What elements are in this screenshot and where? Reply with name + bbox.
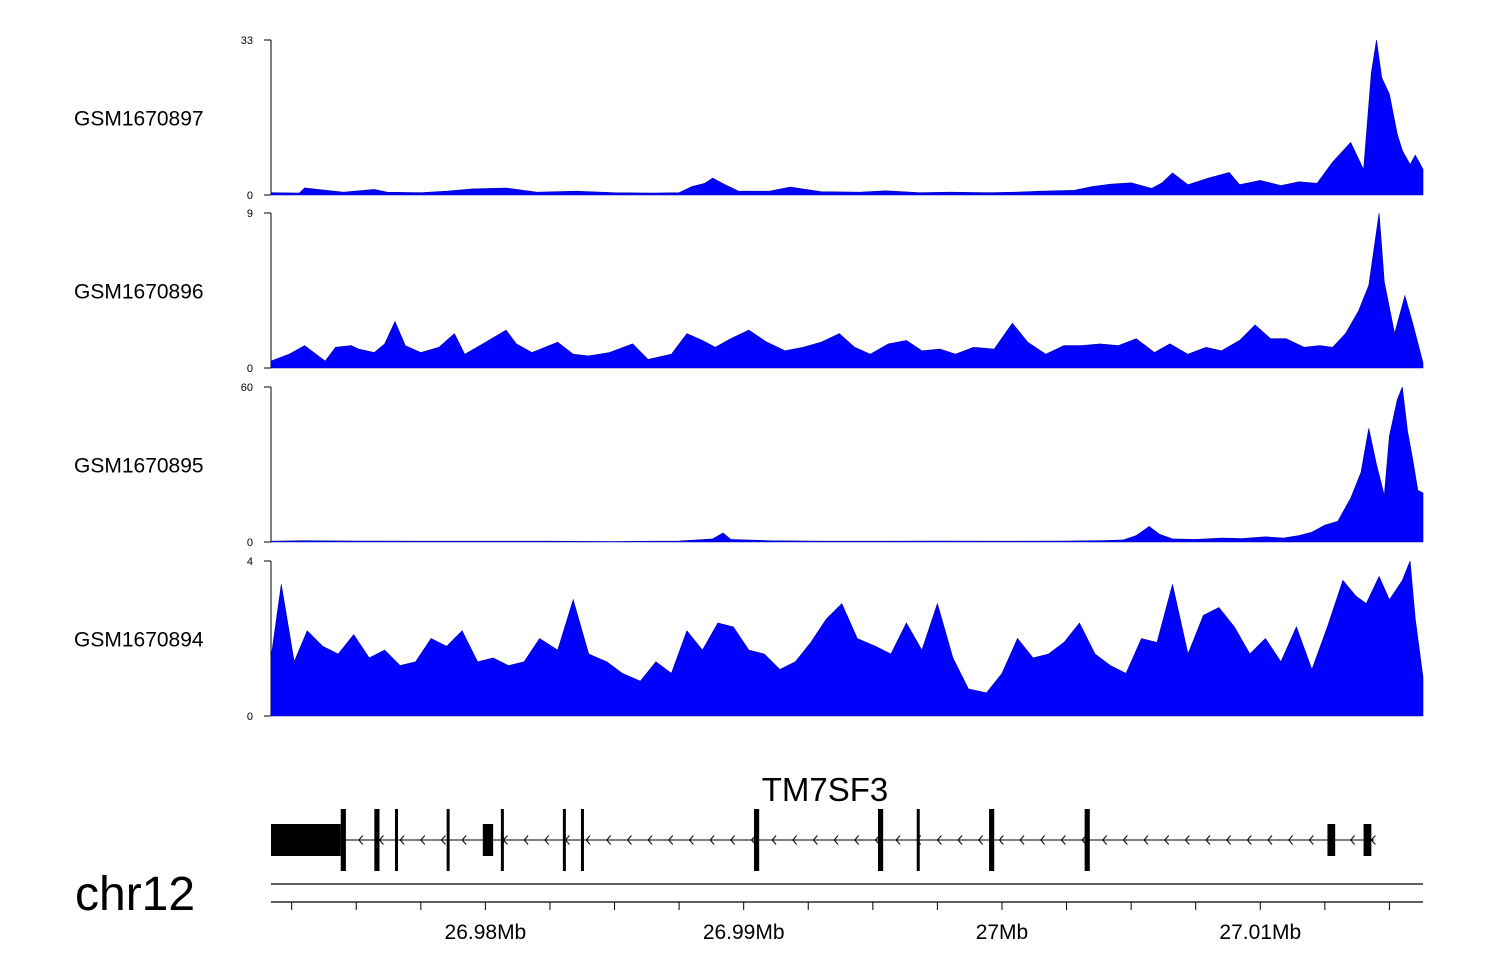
coverage-area xyxy=(270,212,1424,369)
y-tick-label: 9 xyxy=(247,208,253,220)
exon xyxy=(340,809,346,871)
track-GSM1670895: GSM1670895 0 60 xyxy=(74,382,1424,549)
coverage-area xyxy=(270,39,1424,196)
exon xyxy=(580,809,584,871)
strand-arrow xyxy=(1040,835,1046,845)
exon xyxy=(271,824,341,856)
y-tick-label: 60 xyxy=(241,382,253,394)
strand-arrow xyxy=(730,835,736,845)
strand-arrow xyxy=(854,835,860,845)
genome-axis: 26.98Mb 26.99Mb 27Mb 27.01Mb xyxy=(271,883,1423,944)
strand-arrow xyxy=(1019,835,1025,845)
strand-arrow xyxy=(688,835,694,845)
exon xyxy=(562,809,566,871)
strand-arrow xyxy=(399,835,405,845)
strand-arrow xyxy=(544,835,550,845)
chromosome-label: chr12 xyxy=(75,868,195,921)
strand-arrow xyxy=(1164,835,1170,845)
x-tick-label: 26.99Mb xyxy=(703,921,785,944)
strand-arrow xyxy=(1288,835,1294,845)
strand-arrow xyxy=(461,835,467,845)
strand-arrow xyxy=(957,835,963,845)
exon xyxy=(394,809,398,871)
strand-arrow xyxy=(358,835,364,845)
track-label: GSM1670897 xyxy=(74,108,204,131)
strand-arrow xyxy=(1205,835,1211,845)
strand-arrow xyxy=(1226,835,1232,845)
strand-arrow xyxy=(440,835,446,845)
strand-arrow xyxy=(1267,835,1273,845)
gene-model xyxy=(271,809,1376,871)
track-label: GSM1670895 xyxy=(74,455,204,478)
strand-arrow xyxy=(771,835,777,845)
strand-arrow xyxy=(1184,835,1190,845)
exon xyxy=(500,809,504,871)
strand-arrow xyxy=(812,835,818,845)
data-tracks: GSM1670897033GSM167089609GSM1670895060GS… xyxy=(74,35,1424,723)
genome-axis-ticks: 26.98Mb 26.99Mb 27Mb 27.01Mb xyxy=(291,902,1390,944)
strand-arrow xyxy=(585,835,591,845)
exon xyxy=(989,809,995,871)
y-tick-label: 0 xyxy=(247,537,253,549)
exon xyxy=(1327,824,1336,856)
strand-arrow xyxy=(978,835,984,845)
gene-track: TM7SF3 xyxy=(271,771,1376,871)
strand-arrow xyxy=(1102,835,1108,845)
strand-arrow xyxy=(420,835,426,845)
exon xyxy=(916,809,920,871)
y-tick-label: 0 xyxy=(247,190,253,202)
exon xyxy=(374,809,380,871)
strand-arrow xyxy=(833,835,839,845)
strand-arrow xyxy=(936,835,942,845)
x-tick-label: 26.98Mb xyxy=(445,921,527,944)
strand-arrow xyxy=(1122,835,1128,845)
strand-arrow xyxy=(606,835,612,845)
strand-arrow xyxy=(1246,835,1252,845)
track-GSM1670894: GSM1670894 0 4 xyxy=(74,556,1424,723)
strand-arrow xyxy=(668,835,674,845)
strand-arrow xyxy=(1350,835,1356,845)
x-tick-label: 27Mb xyxy=(976,921,1029,944)
exon xyxy=(754,809,760,871)
y-tick-label: 4 xyxy=(247,556,253,568)
strand-arrow xyxy=(709,835,715,845)
gene-name-label: TM7SF3 xyxy=(762,771,889,808)
y-tick-label: 0 xyxy=(247,363,253,375)
track-label: GSM1670896 xyxy=(74,281,204,304)
coverage-area xyxy=(270,386,1424,543)
y-tick-label: 0 xyxy=(247,711,253,723)
strand-arrow xyxy=(647,835,653,845)
strand-arrow xyxy=(998,835,1004,845)
strand-arrow xyxy=(1143,835,1149,845)
exon xyxy=(877,809,884,871)
track-label: GSM1670894 xyxy=(74,629,204,652)
strand-arrow xyxy=(895,835,901,845)
exon xyxy=(1084,809,1090,871)
strand-arrow xyxy=(1060,835,1066,845)
exon xyxy=(482,824,494,856)
strand-arrow xyxy=(792,835,798,845)
exon xyxy=(1363,824,1372,856)
x-tick-label: 27.01Mb xyxy=(1219,921,1301,944)
strand-arrow xyxy=(1308,835,1314,845)
y-tick-label: 33 xyxy=(241,35,253,47)
exon xyxy=(446,809,450,871)
track-GSM1670897: GSM1670897 0 33 xyxy=(74,35,1424,202)
track-GSM1670896: GSM1670896 0 9 xyxy=(74,208,1424,375)
strand-arrow xyxy=(626,835,632,845)
strand-arrow xyxy=(523,835,529,845)
coverage-area xyxy=(270,560,1424,717)
